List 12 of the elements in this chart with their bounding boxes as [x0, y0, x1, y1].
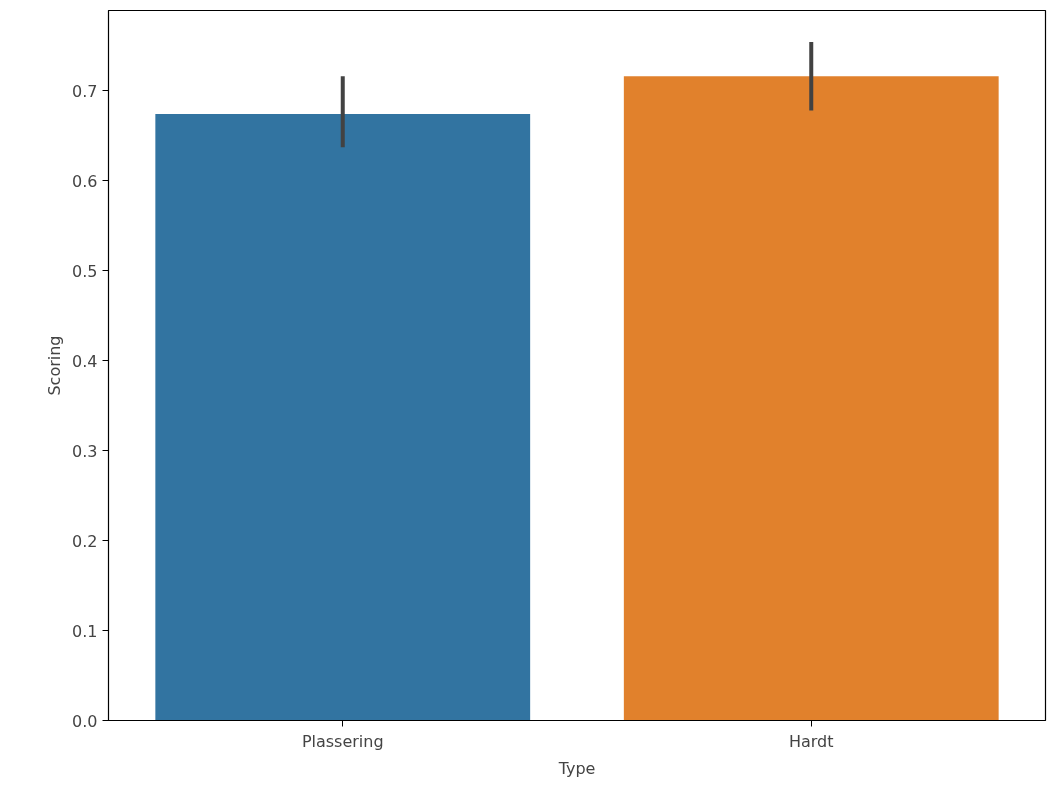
- y-tick-label: 0.5: [72, 261, 98, 281]
- y-tick-label: 0.7: [72, 81, 98, 101]
- x-tick-label: Hardt: [788, 731, 834, 751]
- y-tick-label: 0.0: [72, 711, 98, 731]
- x-tick-label: Plassering: [301, 731, 384, 751]
- x-axis-title: Type: [557, 758, 596, 778]
- y-tick-label: 0.3: [72, 441, 98, 461]
- y-tick-label: 0.2: [72, 531, 98, 551]
- y-axis-title: Scoring: [45, 335, 65, 396]
- y-tick-label: 0.1: [72, 621, 98, 641]
- y-tick-label: 0.6: [72, 171, 98, 191]
- y-tick-label: 0.4: [72, 351, 98, 371]
